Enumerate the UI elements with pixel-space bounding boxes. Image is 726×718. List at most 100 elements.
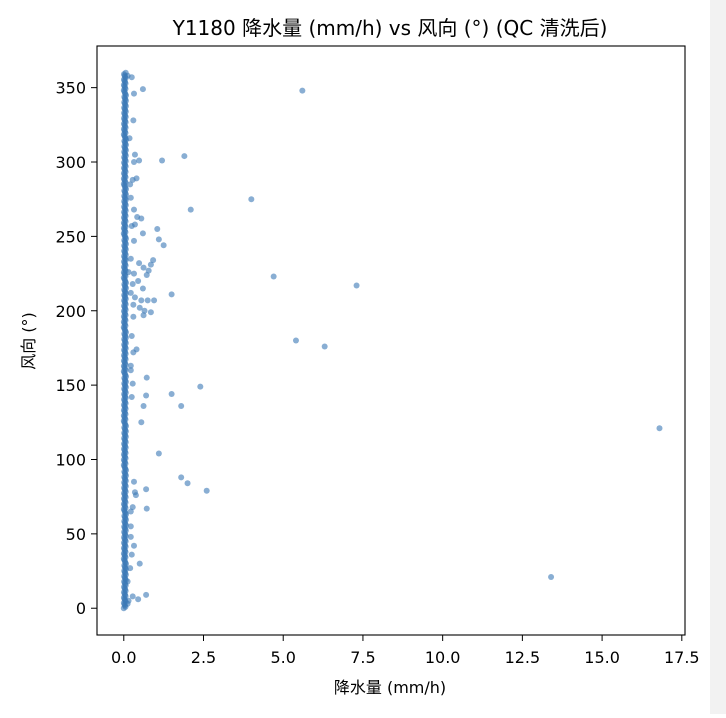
data-point (197, 383, 204, 390)
data-point (128, 394, 135, 401)
data-point (178, 402, 185, 409)
x-tick-label: 17.5 (664, 648, 700, 667)
data-point (131, 294, 138, 301)
data-point (130, 206, 137, 213)
data-point (135, 596, 142, 603)
data-point (139, 285, 146, 292)
data-point (125, 269, 132, 276)
y-tick-label: 100 (55, 450, 86, 469)
data-point (143, 505, 150, 512)
data-point (128, 222, 135, 229)
data-point (127, 255, 134, 262)
data-point (143, 272, 150, 279)
data-point (160, 242, 167, 249)
y-tick-label: 300 (55, 153, 86, 172)
data-point (130, 159, 137, 166)
data-point (548, 573, 555, 580)
window-edge (710, 0, 726, 714)
data-point (130, 117, 137, 124)
data-point (151, 297, 158, 304)
data-point (155, 236, 162, 243)
data-point (133, 175, 140, 182)
data-point (147, 309, 154, 316)
data-point (127, 289, 134, 296)
chart-title: Y1180 降水量 (mm/h) vs 风向 (°) (QC 清洗后) (172, 16, 608, 40)
data-point (139, 230, 146, 237)
data-point (270, 273, 277, 280)
data-point (136, 304, 143, 311)
data-point (127, 565, 134, 572)
data-point (130, 301, 137, 308)
data-point (127, 367, 134, 374)
x-tick-label: 15.0 (584, 648, 620, 667)
data-point (299, 87, 306, 94)
data-point (127, 508, 134, 515)
data-point (159, 157, 166, 164)
y-tick-label: 0 (76, 599, 86, 618)
data-point (131, 151, 138, 158)
data-point (138, 419, 145, 426)
data-point (134, 214, 141, 221)
x-tick-label: 2.5 (191, 648, 216, 667)
data-point (127, 362, 134, 369)
data-point (181, 153, 188, 160)
data-point (656, 425, 663, 432)
data-point (129, 593, 136, 600)
data-point (130, 90, 137, 97)
data-point (132, 492, 139, 499)
data-point (128, 74, 135, 81)
data-point (124, 578, 131, 585)
data-point (124, 600, 131, 607)
data-point (139, 86, 146, 93)
data-point (168, 291, 175, 298)
data-point (143, 392, 150, 399)
data-point (127, 533, 134, 540)
data-point (130, 349, 137, 356)
x-tick-label: 5.0 (270, 648, 295, 667)
data-point (130, 542, 137, 549)
plot-area (96, 45, 686, 636)
data-point (150, 257, 157, 264)
y-tick-label: 350 (55, 79, 86, 98)
x-tick-label: 0.0 (111, 648, 136, 667)
data-point (130, 313, 137, 320)
data-point (135, 278, 142, 285)
data-point (130, 237, 137, 244)
y-tick-label: 200 (55, 302, 86, 321)
data-point (248, 196, 255, 203)
y-tick-label: 50 (66, 525, 86, 544)
data-point (353, 282, 360, 289)
data-point (129, 280, 136, 287)
data-point (143, 486, 150, 493)
data-point (126, 135, 133, 142)
y-tick-label: 250 (55, 227, 86, 246)
x-axis-label: 降水量 (mm/h) (334, 678, 446, 697)
data-point (130, 270, 137, 277)
data-point (187, 206, 194, 213)
data-point (140, 402, 147, 409)
data-point (136, 157, 143, 164)
data-point (321, 343, 328, 350)
x-tick-label: 10.0 (425, 648, 461, 667)
data-point (138, 297, 145, 304)
data-point (143, 591, 150, 598)
data-point (168, 391, 175, 398)
data-point (127, 523, 134, 530)
points-layer (120, 69, 663, 612)
data-point (136, 560, 143, 567)
data-point (292, 337, 299, 344)
data-point (128, 333, 135, 340)
y-tick-label: 150 (55, 376, 86, 395)
data-point (136, 260, 143, 267)
data-point (127, 181, 134, 188)
data-point (140, 312, 147, 319)
x-tick-label: 12.5 (505, 648, 541, 667)
data-point (130, 478, 137, 485)
data-point (155, 450, 162, 457)
x-axis-ticks: 0.0 2.5 5.0 7.5 10.0 12.5 15.0 17.5 (111, 635, 700, 667)
data-point (147, 261, 154, 268)
data-point (129, 380, 136, 387)
y-axis-ticks: 0 50 100 150 200 250 300 350 (55, 79, 97, 618)
